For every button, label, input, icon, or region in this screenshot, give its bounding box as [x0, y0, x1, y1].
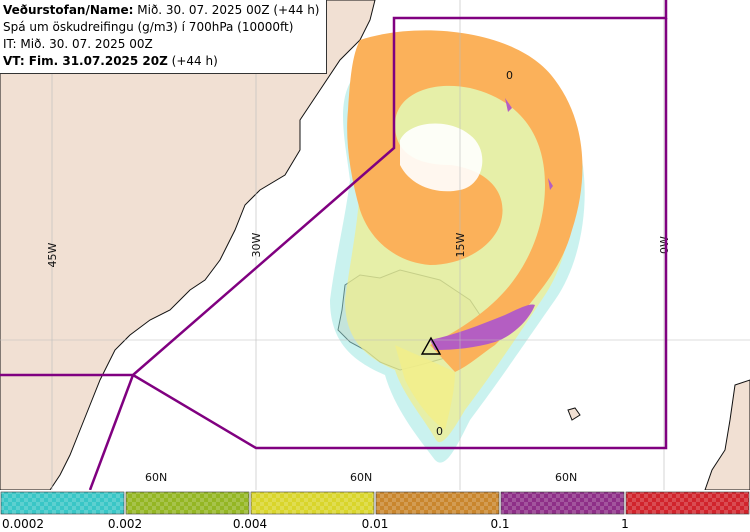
legend-swatch-pattern-3	[376, 492, 499, 514]
ash-cloud	[330, 30, 585, 463]
legend-label-4: 0.1	[490, 517, 509, 531]
meridian-label-45w: 45W	[46, 242, 59, 267]
issuer-value: Mið. 30. 07. 2025 00Z (+44 h)	[137, 3, 320, 17]
legend-swatch-pattern-0	[1, 492, 124, 514]
legend-label-2: 0.004	[233, 517, 267, 531]
valid-time-value: (+44 h)	[171, 54, 218, 68]
legend-swatch-pattern-1	[126, 492, 249, 514]
legend-swatch-pattern-5	[626, 492, 749, 514]
concentration-legend: 0.0002 0.002 0.004 0.01 0.1 1	[0, 490, 750, 532]
legend-label-0: 0.0002	[2, 517, 44, 531]
legend-label-5: 1	[621, 517, 629, 531]
info-box: Veðurstofan/Name: Mið. 30. 07. 2025 00Z …	[0, 0, 327, 74]
meridian-label-0w: 0W	[658, 236, 671, 254]
meridian-label-30w: 30W	[250, 232, 263, 257]
initial-time-line: IT: Mið. 30. 07. 2025 00Z	[3, 37, 153, 51]
meridian-labels: 45W 30W 15W 0W	[46, 232, 671, 267]
parallel-label-3: 60N	[555, 471, 577, 484]
product-line: Spá um öskudreifingu (g/m3) í 700hPa (10…	[3, 20, 294, 34]
faroe-islands	[567, 407, 581, 421]
legend-swatch-pattern-4	[501, 492, 624, 514]
issuer-label: Veðurstofan/Name:	[3, 3, 134, 17]
meridian-label-15w: 15W	[454, 232, 467, 257]
parallel-label-2: 60N	[350, 471, 372, 484]
fir-boundary	[0, 0, 668, 490]
norway-coast	[704, 379, 750, 490]
legend-swatch-pattern-2	[251, 492, 374, 514]
valid-time-label: VT: Fim. 31.07.2025 20Z	[3, 54, 168, 68]
legend-label-1: 0.002	[108, 517, 142, 531]
greenland-landmass	[0, 0, 376, 490]
legend-label-3: 0.01	[362, 517, 389, 531]
ash-dispersion-map: 45W 30W 15W 0W 60N 60N 60N 0 0	[0, 0, 750, 490]
issuer-line: Veðurstofan/Name: Mið. 30. 07. 2025 00Z …	[3, 2, 320, 19]
parallel-label-1: 60N	[145, 471, 167, 484]
triangle-icon	[420, 336, 442, 355]
zero-label-south: 0	[436, 425, 443, 438]
valid-time-line: VT: Fim. 31.07.2025 20Z (+44 h)	[3, 53, 320, 70]
parallel-labels: 60N 60N 60N	[145, 471, 577, 484]
zero-label-north: 0	[506, 69, 513, 82]
graticule	[0, 0, 750, 490]
